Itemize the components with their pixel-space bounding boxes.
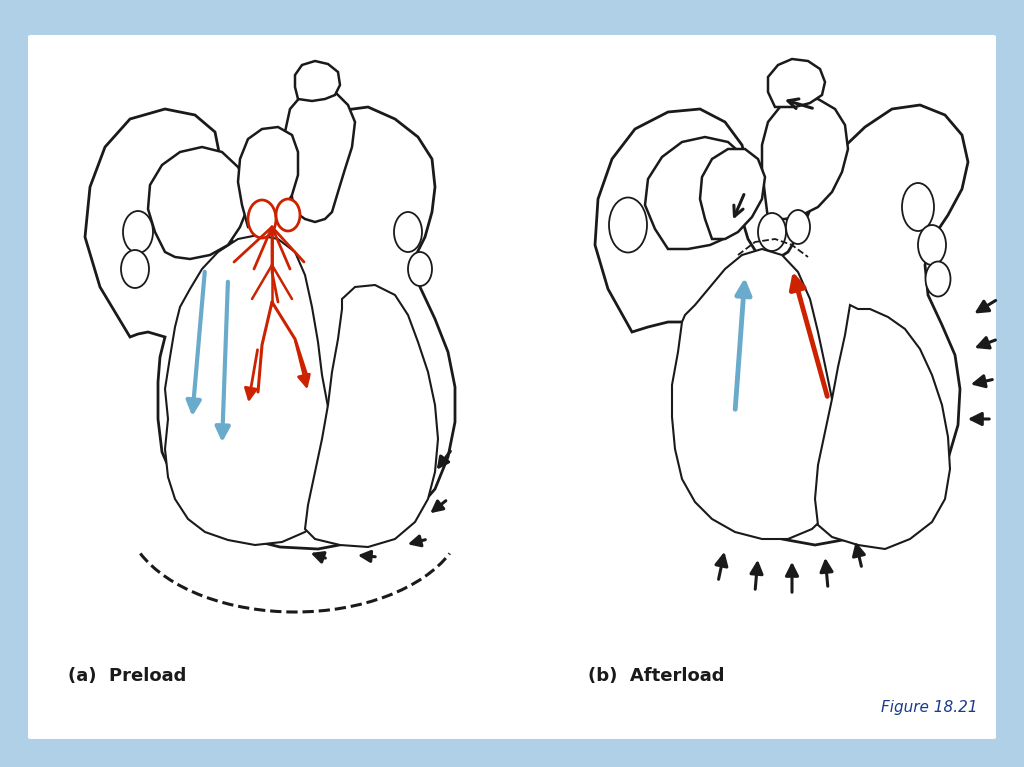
Polygon shape — [815, 305, 950, 549]
Polygon shape — [238, 127, 298, 227]
FancyBboxPatch shape — [28, 35, 996, 739]
Ellipse shape — [918, 225, 946, 265]
Polygon shape — [672, 249, 842, 539]
Polygon shape — [165, 235, 335, 545]
Ellipse shape — [786, 210, 810, 244]
Polygon shape — [645, 137, 755, 249]
Ellipse shape — [123, 211, 153, 253]
Polygon shape — [295, 61, 340, 101]
Polygon shape — [595, 105, 968, 545]
Polygon shape — [148, 147, 248, 259]
Ellipse shape — [276, 199, 300, 231]
Ellipse shape — [609, 197, 647, 252]
Polygon shape — [305, 285, 438, 547]
Ellipse shape — [394, 212, 422, 252]
Ellipse shape — [408, 252, 432, 286]
Polygon shape — [85, 107, 455, 549]
Ellipse shape — [902, 183, 934, 231]
Ellipse shape — [248, 200, 276, 238]
Text: (b)  Afterload: (b) Afterload — [588, 667, 725, 685]
Polygon shape — [768, 59, 825, 107]
Polygon shape — [700, 149, 765, 239]
Ellipse shape — [926, 262, 950, 297]
Ellipse shape — [758, 213, 786, 251]
Polygon shape — [285, 89, 355, 222]
Polygon shape — [762, 99, 848, 219]
Text: Figure 18.21: Figure 18.21 — [882, 700, 978, 715]
Text: (a)  Preload: (a) Preload — [68, 667, 186, 685]
Ellipse shape — [121, 250, 150, 288]
